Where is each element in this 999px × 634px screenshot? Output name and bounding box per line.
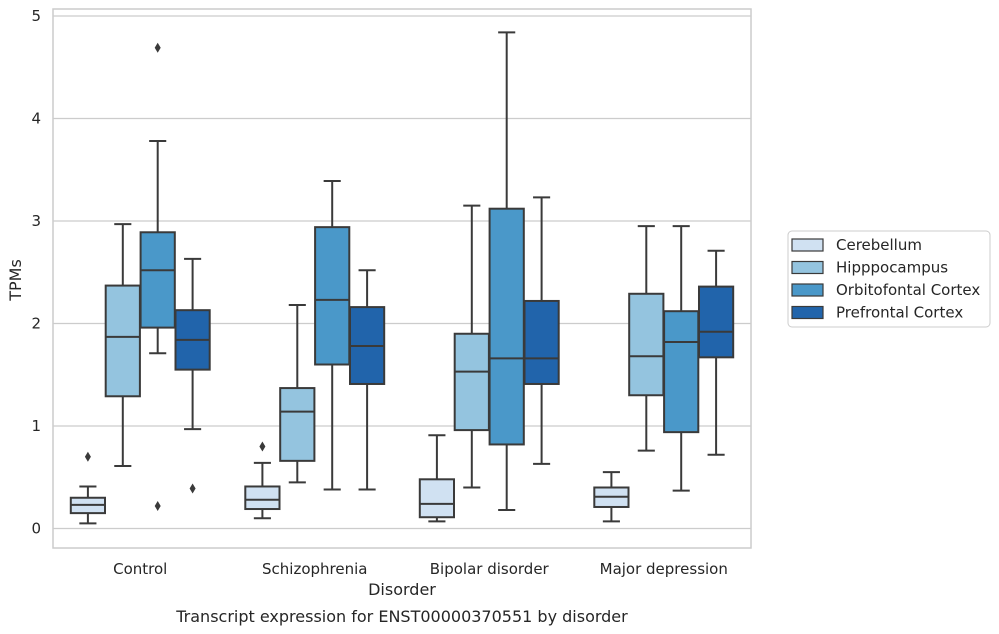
x-axis-label: Disorder — [368, 580, 436, 599]
box-group — [279, 304, 316, 484]
box — [244, 485, 281, 511]
box-group — [593, 471, 630, 523]
box — [523, 299, 560, 385]
legend-label: Hipppocampus — [836, 259, 948, 277]
legend-label: Orbitofontal Cortex — [836, 281, 980, 299]
box — [314, 226, 351, 366]
outlier-point — [259, 441, 266, 452]
box-group — [139, 42, 176, 511]
y-axis-label: TPMs — [6, 259, 25, 302]
x-axis-ticks: Control Schizophrenia Bipolar disorder Majo… — [113, 560, 728, 578]
outlier-point — [189, 483, 196, 494]
y-tick-label: 4 — [31, 110, 41, 128]
outlier-point — [154, 42, 161, 53]
y-tick-label: 1 — [31, 417, 41, 435]
box — [488, 207, 525, 446]
box-group — [244, 441, 281, 520]
box — [418, 478, 456, 519]
box — [663, 310, 700, 434]
box-group — [418, 434, 456, 523]
legend-swatch — [791, 238, 824, 252]
legend-items: Cerebellum Hipppocampus Orbitofontal Corte… — [791, 236, 980, 322]
box-group — [453, 204, 490, 489]
box — [279, 387, 316, 462]
plot-frame — [52, 8, 752, 549]
box-group — [69, 451, 107, 525]
y-tick-label: 2 — [31, 315, 41, 333]
legend-swatch — [791, 305, 824, 320]
outlier-point — [84, 451, 91, 462]
y-axis-ticks: 0 1 2 3 4 5 — [31, 7, 41, 538]
legend-label: Cerebellum — [836, 236, 922, 254]
legend-frame — [787, 230, 991, 328]
legend: Cerebellum Hipppocampus Orbitofontal Corte… — [787, 230, 991, 328]
box-group — [104, 223, 141, 467]
box-group — [663, 225, 700, 492]
box — [139, 231, 176, 329]
box-group — [348, 269, 386, 491]
box — [453, 332, 490, 432]
box-group — [523, 196, 560, 465]
x-tick-label: Major depression — [600, 560, 728, 578]
box-group — [628, 225, 665, 452]
box — [628, 292, 665, 397]
x-tick-label: Control — [113, 560, 167, 578]
y-tick-label: 3 — [31, 212, 41, 230]
figure-caption: Transcript expression for ENST0000037055… — [175, 607, 628, 626]
x-tick-label: Schizophrenia — [262, 560, 367, 578]
outlier-point — [154, 500, 161, 511]
box — [104, 284, 141, 398]
x-tick-label: Bipolar disorder — [430, 560, 550, 578]
boxes — [69, 31, 735, 525]
box-group — [314, 180, 351, 491]
box — [697, 285, 735, 359]
box-group — [174, 257, 211, 494]
box-group — [697, 249, 735, 456]
y-tick-label: 5 — [31, 7, 41, 25]
legend-swatch — [791, 283, 824, 297]
legend-label: Prefrontal Cortex — [836, 304, 963, 322]
legend-swatch — [791, 260, 824, 275]
y-tick-label: 0 — [31, 520, 41, 538]
